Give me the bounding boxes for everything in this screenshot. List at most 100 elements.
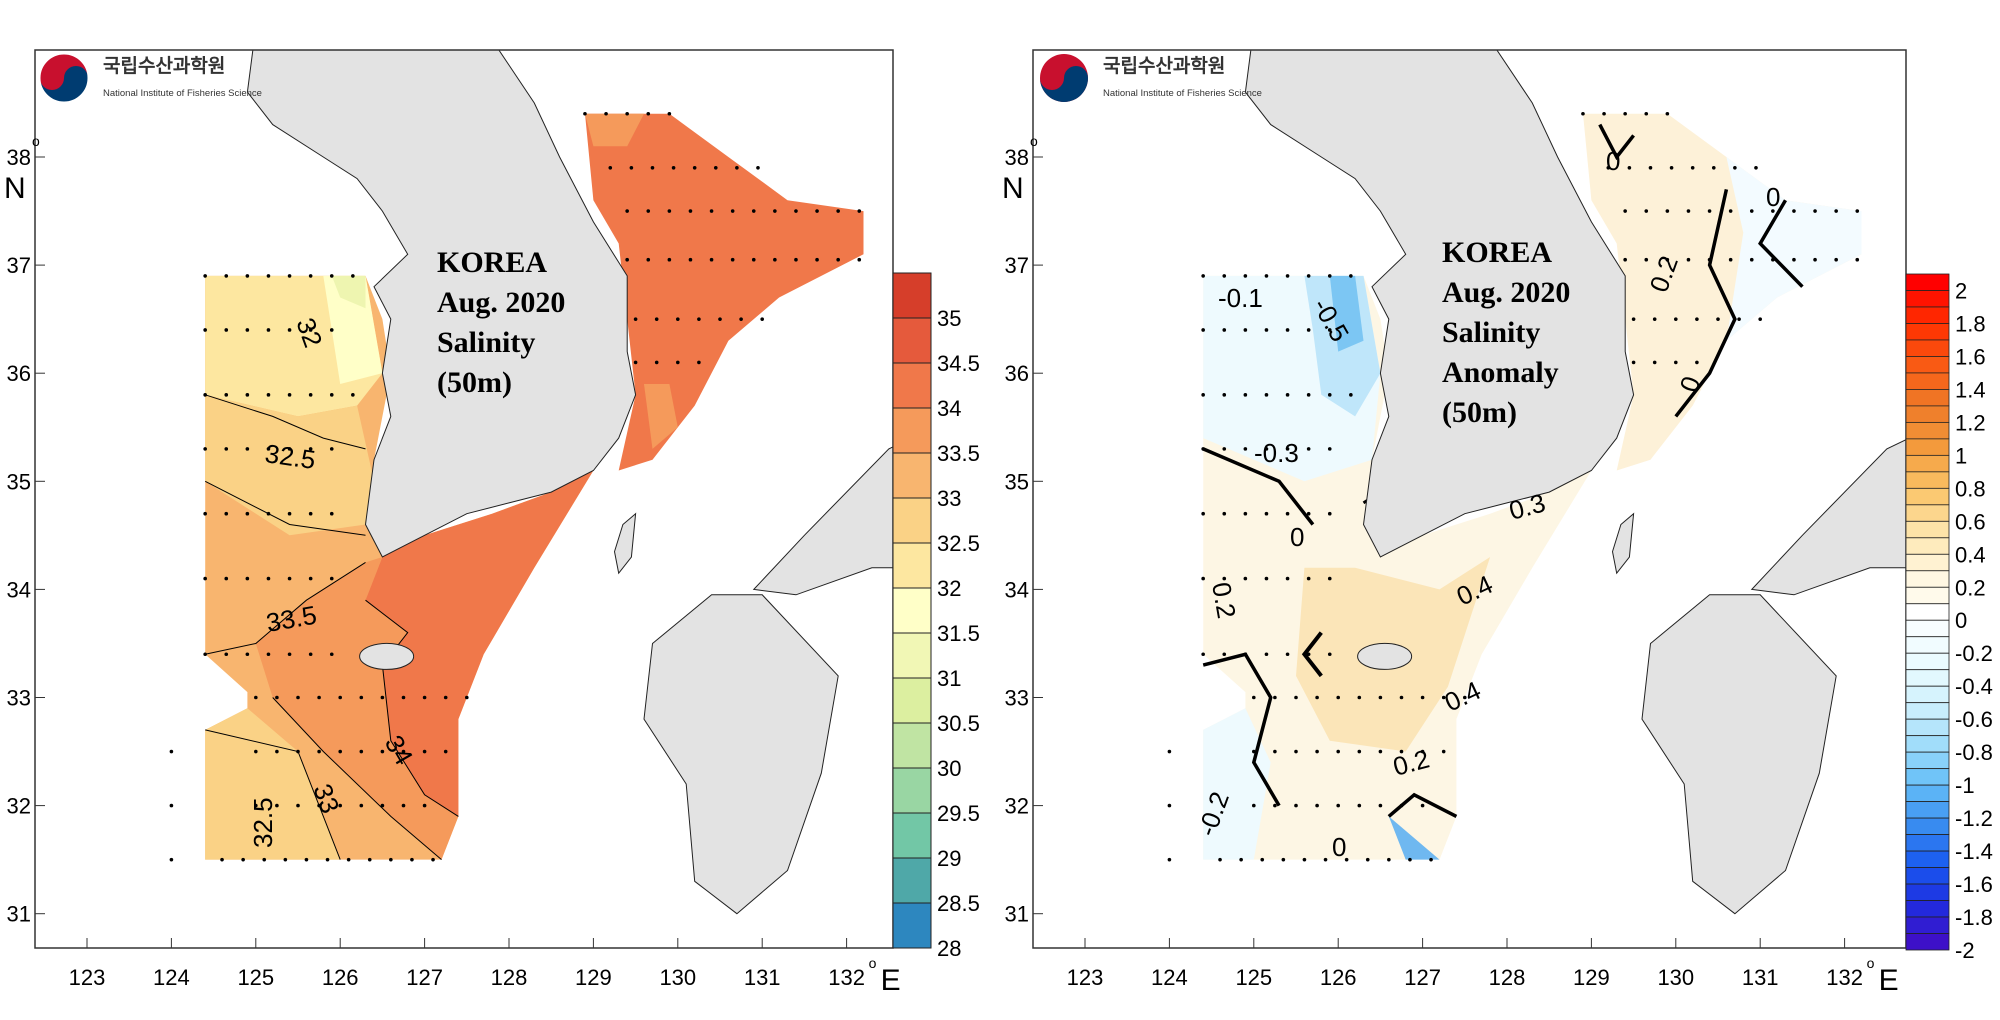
station-dot: [367, 857, 372, 862]
lat-tick-label: 36: [1005, 361, 1029, 386]
station-dot: [1686, 209, 1691, 213]
colorbar-label: -0.4: [1955, 674, 1993, 699]
colorbar-label: 1.6: [1955, 344, 1986, 369]
station-dot: [224, 652, 229, 657]
station-dot: [308, 328, 313, 332]
colorbar-bin: [1905, 306, 1950, 324]
station-dot: [1285, 393, 1290, 397]
station-dot: [1336, 695, 1340, 700]
colorbar-label: -0.2: [1955, 641, 1993, 666]
station-dot: [815, 209, 819, 213]
lat-tick-label: 34: [7, 577, 31, 602]
station-dot: [751, 257, 756, 262]
station-dot: [654, 360, 659, 365]
station-dot: [751, 209, 756, 213]
station-dot: [346, 857, 351, 862]
colorbar-bin: [892, 362, 932, 409]
degree-symbol: o: [1030, 133, 1038, 149]
station-dot: [1264, 274, 1269, 278]
colorbar-label: -1.6: [1955, 872, 1993, 897]
lat-tick-label: 32: [1005, 794, 1029, 819]
colorbar-bin: [1905, 454, 1950, 473]
title-line: Aug. 2020: [437, 286, 565, 319]
station-dot: [1813, 209, 1817, 213]
anomaly-neg-1: [1388, 816, 1440, 860]
lat-tick-label: 37: [7, 253, 31, 278]
station-dot: [1336, 803, 1340, 808]
station-dot: [1349, 274, 1353, 278]
colorbar-bin: [1905, 735, 1950, 753]
station-dot: [1378, 695, 1383, 700]
colorbar-label: 1.4: [1955, 377, 1986, 402]
colorbar-label: -1.4: [1955, 839, 1993, 864]
colorbars: 35 34.5 34 33.5 33 32.5 32 31.5 31 30.5 30 29.5 29 28…: [892, 272, 1993, 963]
station-dot: [730, 257, 735, 262]
nifs-logo-right: 국립수산과학원 National Institute of Fisheries …: [1040, 54, 1262, 102]
title-left: KOREA Aug. 2020 Salinity (50m): [437, 246, 565, 399]
station-dot: [329, 274, 334, 278]
station-dot: [1733, 166, 1737, 170]
station-dot: [1627, 166, 1632, 170]
lon-tick-label: 127: [406, 965, 443, 990]
title-line: KOREA: [437, 246, 547, 279]
station-dots: [1167, 111, 1860, 862]
station-dot: [646, 257, 651, 262]
station-dot: [1716, 317, 1720, 321]
station-dot: [1695, 317, 1699, 321]
colorbar-bin: [1905, 619, 1950, 638]
station-dot: [1581, 111, 1585, 116]
station-dot: [1399, 749, 1404, 754]
station-dot: [739, 317, 743, 321]
lon-tick-label: 128: [1489, 965, 1526, 990]
station-dot: [1623, 209, 1627, 213]
station-dot: [1631, 360, 1636, 365]
station-dot: [465, 695, 469, 700]
station-dot: [329, 328, 334, 332]
station-dot: [254, 749, 258, 754]
station-dot: [241, 857, 245, 862]
salinity-34-34.5: [365, 470, 594, 817]
contour-line: [1598, 123, 1635, 161]
lon-tick-label: 125: [237, 965, 274, 990]
station-dot: [1674, 317, 1678, 321]
station-dot: [1252, 803, 1256, 808]
station-dot: [410, 857, 414, 862]
axes: 123 124 125 126 127 128 129 130 131 132 31 32 33 34 35…: [4, 133, 1899, 997]
station-dot: [266, 274, 271, 278]
station-dot: [266, 652, 271, 657]
colorbar-bin: [1905, 339, 1950, 357]
station-dot: [1686, 257, 1691, 262]
lon-tick-label: 126: [1320, 965, 1357, 990]
station-dot: [1327, 274, 1332, 278]
colorbar-label: 28: [937, 936, 961, 961]
station-dot: [1315, 749, 1319, 754]
colorbar-bin: [892, 632, 932, 679]
land-kyushu: [643, 594, 839, 915]
station-dot: [1273, 749, 1277, 754]
lat-tick-label: 35: [1005, 469, 1029, 494]
lon-tick-label: 130: [1657, 965, 1694, 990]
colorbar-bin: [1905, 801, 1950, 819]
station-dot: [667, 111, 672, 116]
station-dot: [1306, 328, 1311, 332]
contour-line: [1387, 792, 1458, 818]
station-dot: [308, 274, 313, 278]
station-dot: [351, 393, 355, 397]
station-dot: [1357, 695, 1362, 700]
station-dot: [325, 857, 330, 862]
station-dot: [1323, 857, 1328, 862]
station-dot: [262, 857, 267, 862]
colorbar-label: 32: [937, 576, 961, 601]
station-dot: [308, 652, 313, 657]
station-dot: [308, 393, 313, 397]
station-dot: [224, 328, 229, 332]
contour-line: [1301, 631, 1323, 678]
contour-label: 0: [1332, 832, 1346, 862]
station-dot: [709, 209, 714, 213]
colorbar-bin: [1905, 669, 1950, 687]
colorbar-label: 31: [937, 666, 961, 691]
station-dot: [1327, 447, 1332, 451]
salinity-31-31.5: [331, 275, 366, 309]
colorbar-label: 34.5: [937, 351, 980, 376]
logo-korean: 국립수산과학원: [103, 55, 225, 77]
